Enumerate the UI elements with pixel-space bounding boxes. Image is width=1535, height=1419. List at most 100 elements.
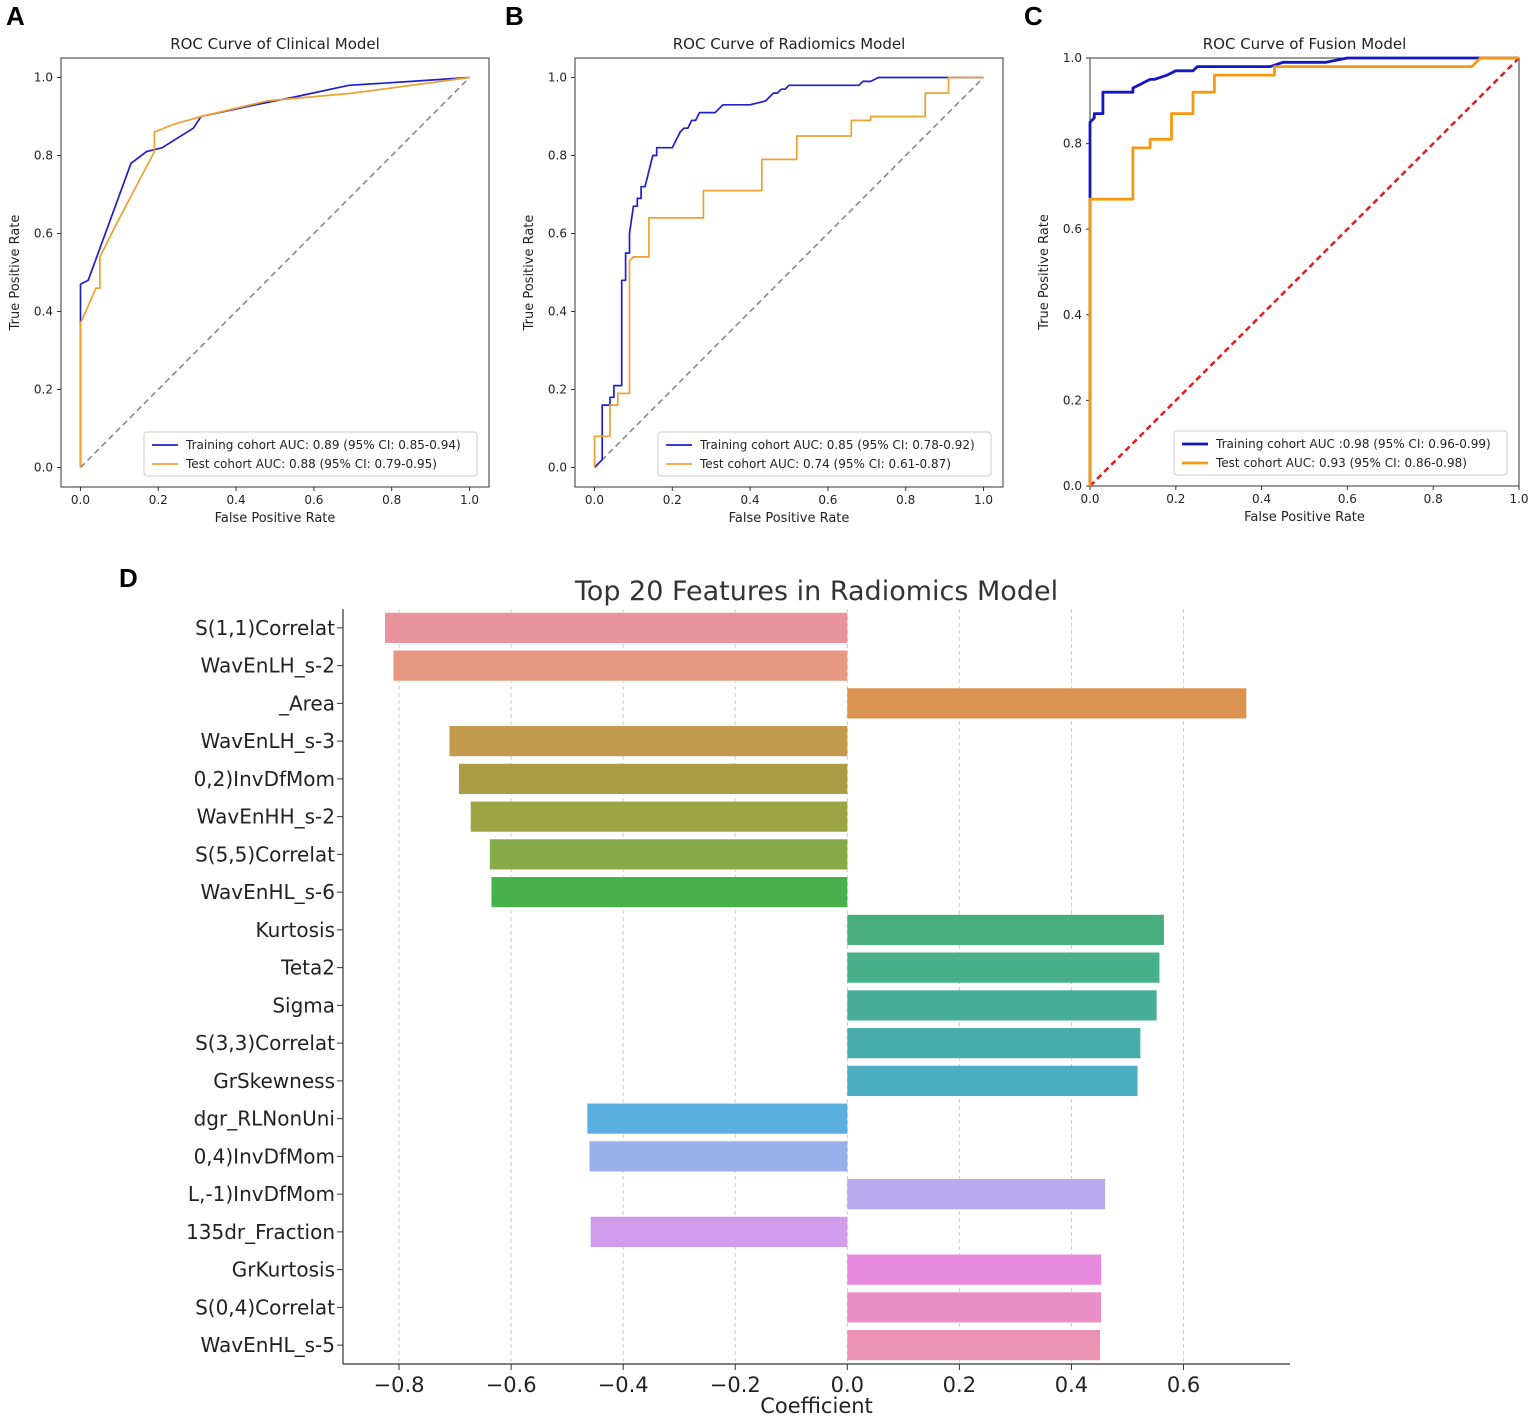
x-tick-label-d: 0.4 bbox=[1055, 1373, 1088, 1397]
bar-chart-title: Top 20 Features in Radiomics Model bbox=[574, 576, 1058, 607]
y-tick-label-b: 0.0 bbox=[548, 461, 567, 475]
legend-label-a: Training cohort AUC: 0.89 (95% CI: 0.85-… bbox=[185, 438, 461, 452]
feature-bar bbox=[470, 801, 848, 832]
feature-bar bbox=[847, 1254, 1102, 1285]
x-tick-label-d: −0.4 bbox=[598, 1373, 649, 1397]
feature-label: GrSkewness bbox=[213, 1069, 335, 1093]
legend-label-c: Test cohort AUC: 0.93 (95% CI: 0.86-0.98… bbox=[1215, 456, 1467, 470]
legend-label-b: Test cohort AUC: 0.74 (95% CI: 0.61-0.87… bbox=[699, 457, 951, 471]
feature-label: S(5,5)Correlat bbox=[195, 842, 335, 866]
feature-bar bbox=[393, 650, 848, 681]
training-roc-curve-a bbox=[79, 76, 470, 468]
y-axis-label-a: True Positive Rate bbox=[8, 215, 23, 332]
y-tick-label-b: 0.2 bbox=[548, 383, 567, 397]
y-axis-label-b: True Positive Rate bbox=[522, 215, 537, 332]
feature-label: Sigma bbox=[272, 993, 335, 1017]
x-tick-label-d: 0.2 bbox=[943, 1373, 976, 1397]
chance-diagonal-b bbox=[593, 76, 985, 469]
x-tick-label-d: 0.6 bbox=[1167, 1373, 1200, 1397]
x-tick-label-a: 0.0 bbox=[71, 493, 90, 507]
x-tick-label-c: 0.2 bbox=[1166, 492, 1185, 506]
test-roc-curve-a bbox=[79, 76, 470, 468]
y-tick-label-c: 0.0 bbox=[1063, 479, 1082, 493]
feature-bar bbox=[491, 877, 848, 908]
x-tick-label-a: 1.0 bbox=[460, 493, 479, 507]
feature-bar bbox=[847, 914, 1164, 945]
y-tick-label-a: 0.4 bbox=[34, 305, 53, 319]
y-tick-label-c: 0.6 bbox=[1063, 222, 1082, 236]
chance-diagonal-c bbox=[1089, 57, 1520, 487]
panel-letter-d: D bbox=[119, 563, 138, 593]
feature-label: 135dr_Fraction bbox=[186, 1220, 335, 1244]
feature-label: dgr_RLNonUni bbox=[194, 1107, 335, 1131]
training-roc-curve-c bbox=[1088, 56, 1519, 486]
feature-label: L,-1)InvDfMom bbox=[188, 1182, 335, 1206]
panel-letter-a: A bbox=[6, 1, 25, 31]
test-roc-curve-b bbox=[593, 76, 984, 468]
x-tick-label-c: 0.0 bbox=[1080, 492, 1099, 506]
feature-bar bbox=[847, 952, 1160, 983]
feature-bar bbox=[589, 1141, 848, 1172]
x-tick-label-c: 0.6 bbox=[1338, 492, 1357, 506]
legend-label-b: Training cohort AUC: 0.85 (95% CI: 0.78-… bbox=[699, 438, 975, 452]
y-tick-label-a: 0.2 bbox=[34, 383, 53, 397]
y-tick-label-a: 0.6 bbox=[34, 227, 53, 241]
chance-diagonal-a bbox=[79, 76, 471, 469]
feature-label: GrKurtosis bbox=[232, 1258, 335, 1282]
training-roc-curve-b bbox=[593, 76, 984, 469]
y-tick-label-c: 0.2 bbox=[1063, 393, 1082, 407]
x-tick-label-b: 1.0 bbox=[974, 493, 993, 507]
y-tick-label-a: 1.0 bbox=[34, 71, 53, 85]
feature-label: WavEnLH_s-3 bbox=[201, 729, 335, 753]
chart-title-a: ROC Curve of Clinical Model bbox=[170, 35, 380, 53]
feature-label: _Area bbox=[278, 691, 335, 715]
y-tick-label-b: 0.8 bbox=[548, 149, 567, 163]
x-axis-label-a: False Positive Rate bbox=[215, 511, 336, 526]
feature-bar bbox=[847, 1292, 1102, 1323]
legend-box-b bbox=[657, 431, 992, 477]
legend-box-c bbox=[1173, 430, 1508, 476]
x-tick-label-b: 0.2 bbox=[663, 493, 682, 507]
x-tick-label-a: 0.8 bbox=[382, 493, 401, 507]
legend-label-a: Test cohort AUC: 0.88 (95% CI: 0.79-0.95… bbox=[185, 457, 437, 471]
feature-label: WavEnHH_s-2 bbox=[197, 805, 335, 829]
x-tick-label-a: 0.4 bbox=[227, 493, 246, 507]
x-tick-label-c: 0.4 bbox=[1252, 492, 1271, 506]
legend-box-a bbox=[143, 431, 478, 477]
feature-bar bbox=[847, 688, 1247, 719]
chart-title-b: ROC Curve of Radiomics Model bbox=[673, 35, 906, 53]
y-tick-label-b: 0.4 bbox=[548, 305, 567, 319]
feature-label: S(0,4)Correlat bbox=[195, 1295, 335, 1319]
x-axis-label-b: False Positive Rate bbox=[729, 511, 850, 526]
x-tick-label-d: 0.0 bbox=[831, 1373, 864, 1397]
feature-bar bbox=[847, 1179, 1106, 1210]
feature-label: Teta2 bbox=[280, 956, 335, 980]
feature-bar bbox=[847, 1028, 1141, 1059]
panel-letter-c: C bbox=[1024, 1, 1043, 31]
x-tick-label-c: 1.0 bbox=[1509, 492, 1528, 506]
y-tick-label-a: 0.8 bbox=[34, 149, 53, 163]
x-tick-label-d: −0.6 bbox=[486, 1373, 537, 1397]
y-tick-label-c: 0.8 bbox=[1063, 137, 1082, 151]
x-tick-label-c: 0.8 bbox=[1424, 492, 1443, 506]
x-tick-label-b: 0.6 bbox=[818, 493, 837, 507]
x-tick-label-a: 0.2 bbox=[149, 493, 168, 507]
x-tick-label-d: −0.8 bbox=[374, 1373, 425, 1397]
x-tick-label-d: −0.2 bbox=[710, 1373, 761, 1397]
y-axis-label-c: True Positive Rate bbox=[1037, 214, 1052, 331]
feature-label: Kurtosis bbox=[256, 918, 336, 942]
feature-label: 0,2)InvDfMom bbox=[194, 767, 335, 791]
x-tick-label-b: 0.4 bbox=[741, 493, 760, 507]
feature-label: S(1,1)Correlat bbox=[195, 616, 335, 640]
feature-bar bbox=[458, 763, 848, 794]
x-tick-label-a: 0.6 bbox=[304, 493, 323, 507]
feature-bar bbox=[847, 1330, 1101, 1361]
y-tick-label-b: 0.6 bbox=[548, 227, 567, 241]
x-axis-label-d: Coefficient bbox=[760, 1394, 873, 1418]
feature-bar bbox=[847, 990, 1157, 1021]
y-tick-label-c: 1.0 bbox=[1063, 51, 1082, 65]
feature-label: 0,4)InvDfMom bbox=[194, 1144, 335, 1168]
x-tick-label-b: 0.8 bbox=[896, 493, 915, 507]
feature-bar bbox=[847, 1065, 1138, 1096]
